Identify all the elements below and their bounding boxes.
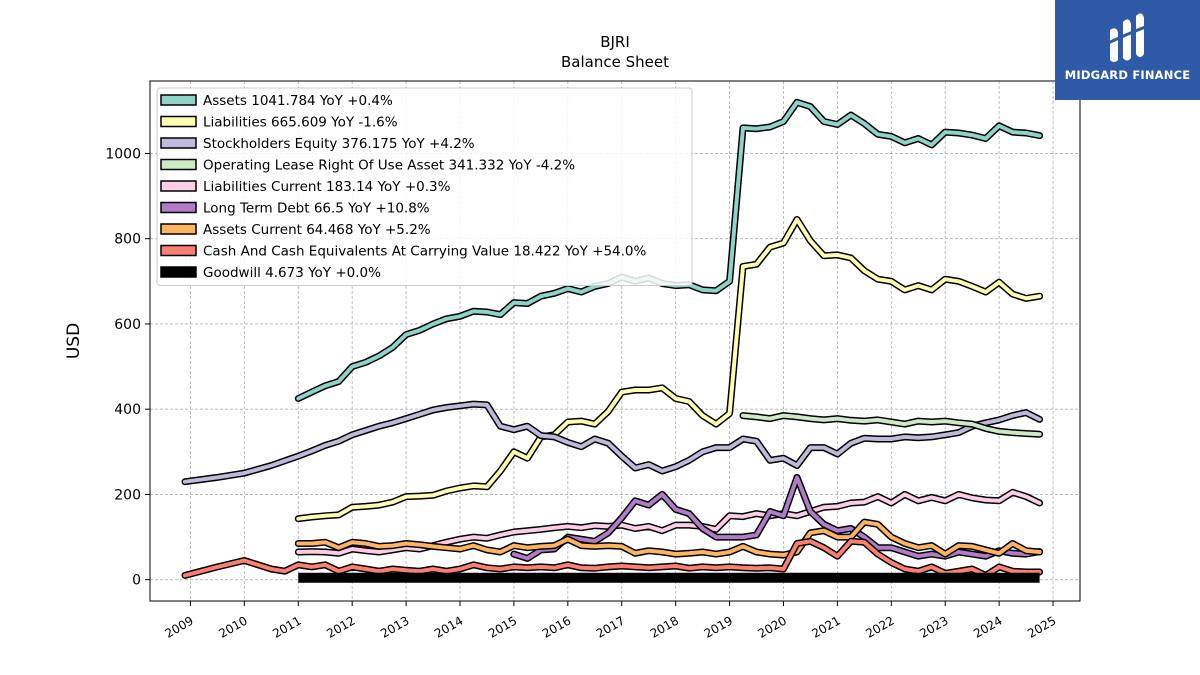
series-liabilities (294, 216, 1044, 523)
legend-swatch (160, 266, 197, 278)
midgard-logo-icon (1105, 13, 1149, 62)
legend-item-stockholders-equity: Stockholders Equity 376.175 YoY +4.2% (160, 136, 475, 152)
legend-item-long-term-debt: Long Term Debt 66.5 YoY +10.8% (160, 201, 430, 217)
legend-item-assets: Assets 1041.784 YoY +0.4% (160, 93, 393, 109)
legend-box (156, 87, 693, 286)
x-tick-label: 2009 (162, 613, 195, 640)
legend-swatch (160, 115, 197, 128)
legend-label: Assets 1041.784 YoY +0.4% (203, 93, 393, 109)
legend-swatch (160, 180, 197, 192)
x-tick-label: 2012 (324, 613, 357, 640)
legend-label: Liabilities 665.609 YoY -1.6% (203, 115, 398, 131)
legend-label: Operating Lease Right Of Use Asset 341.3… (203, 158, 575, 174)
series-stockholders-equity-outline (181, 400, 1044, 486)
series-stockholders-equity-line (183, 402, 1042, 484)
brand-logo: MIDGARD FINANCE (1055, 0, 1200, 100)
x-tick-label: 2022 (863, 613, 896, 640)
legend-item-assets-current: Assets Current 64.468 YoY +5.2% (160, 222, 431, 238)
x-tick-label: 2013 (378, 613, 411, 640)
x-tick-label: 2010 (216, 613, 249, 640)
y-tick-label: 400 (114, 402, 141, 418)
legend-item-liabilities-current: Liabilities Current 183.14 YoY +0.3% (160, 179, 451, 195)
legend-swatch (160, 137, 197, 149)
plot-series (181, 98, 1044, 583)
x-tick-label: 2025 (1025, 613, 1058, 640)
legend-swatch (160, 94, 197, 106)
legend-swatch (160, 201, 197, 214)
x-tick-label: 2014 (432, 613, 465, 640)
y-tick-label: 1000 (105, 146, 141, 162)
legend-swatch (160, 244, 197, 257)
x-tick-label: 2021 (809, 613, 842, 640)
series-long-term-debt (510, 473, 1044, 562)
chart-title: BJRI (600, 33, 630, 51)
y-tick-label: 0 (132, 573, 141, 589)
x-tick-label: 2023 (917, 613, 950, 640)
legend-label: Assets Current 64.468 YoY +5.2% (203, 222, 431, 238)
x-tick-label: 2019 (702, 613, 735, 640)
legend-label: Stockholders Equity 376.175 YoY +4.2% (203, 136, 475, 152)
brand-name: MIDGARD FINANCE (1064, 68, 1191, 82)
chart-subtitle: Balance Sheet (561, 53, 669, 71)
x-tick-label: 2017 (594, 613, 627, 640)
series-liabilities-line (296, 217, 1042, 521)
x-tick-label: 2011 (270, 613, 303, 640)
plot-frame (149, 80, 1081, 602)
series-operating-lease-right-of-use-asset-line (741, 413, 1042, 437)
series-assets-current-line (296, 520, 1042, 557)
x-tick-label: 2020 (756, 613, 789, 640)
legend-swatch (160, 158, 197, 171)
legend-item-cash-and-cash-equivalents-at-carrying-value: Cash And Cash Equivalents At Carrying Va… (160, 244, 647, 260)
y-tick-label: 200 (114, 487, 141, 503)
series-stockholders-equity (181, 400, 1044, 486)
series-assets-current (294, 518, 1044, 559)
legend-label: Cash And Cash Equivalents At Carrying Va… (203, 244, 647, 260)
series-cash-and-cash-equivalents-at-carrying-value (181, 537, 1044, 579)
legend-item-liabilities: Liabilities 665.609 YoY -1.6% (160, 115, 398, 131)
x-tick-label: 2024 (971, 613, 1004, 640)
legend-label: Liabilities Current 183.14 YoY +0.3% (203, 179, 451, 195)
legend-item-operating-lease-right-of-use-asset: Operating Lease Right Of Use Asset 341.3… (160, 158, 575, 174)
legend-item-goodwill: Goodwill 4.673 YoY +0.0% (160, 265, 381, 281)
y-axis-label: USD (64, 323, 84, 359)
series-long-term-debt-line (511, 475, 1042, 561)
legend-swatch (160, 223, 197, 235)
x-tick-label: 2016 (540, 613, 573, 640)
series-operating-lease-right-of-use-asset (739, 412, 1044, 438)
series-cash-and-cash-equivalents-at-carrying-value-line (183, 539, 1042, 578)
legend: Assets 1041.784 YoY +0.4% Liabilities 665… (156, 87, 693, 286)
legend-label: Goodwill 4.673 YoY +0.0% (203, 265, 381, 281)
x-tick-label: 2018 (648, 613, 681, 640)
y-tick-label: 600 (114, 317, 141, 333)
y-tick-label: 800 (114, 232, 141, 248)
legend-label: Long Term Debt 66.5 YoY +10.8% (203, 201, 430, 217)
x-tick-label: 2015 (486, 613, 519, 640)
